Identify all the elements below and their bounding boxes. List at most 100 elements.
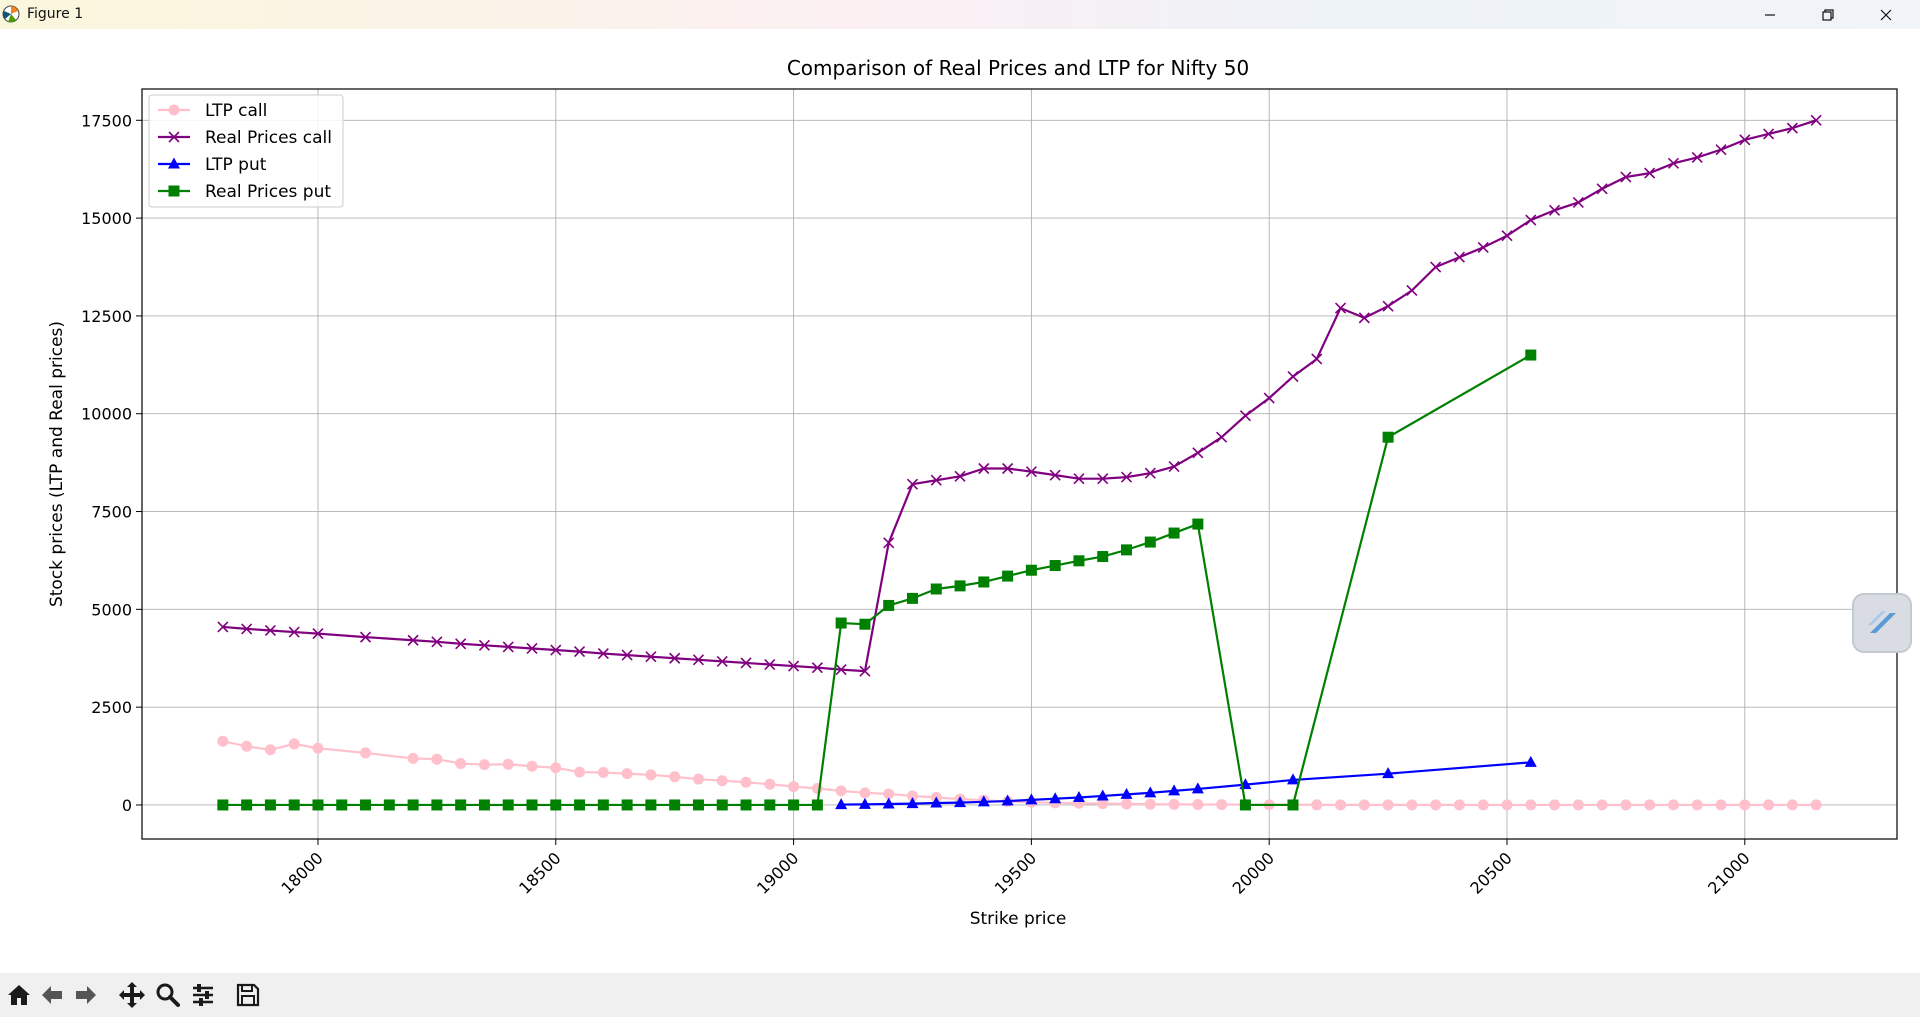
data-point-real-prices-call bbox=[1073, 473, 1085, 485]
window-title: Figure 1 bbox=[27, 6, 84, 22]
x-axis-label: Strike price bbox=[970, 909, 1067, 929]
data-point-real-prices-call bbox=[811, 662, 823, 674]
legend-marker-real-prices-put bbox=[168, 185, 180, 197]
data-point-real-prices-put bbox=[788, 799, 800, 811]
data-point-ltp-call bbox=[264, 744, 276, 756]
data-point-real-prices-call bbox=[1667, 157, 1680, 169]
legend-label-real-prices-put: Real Prices put bbox=[205, 182, 331, 202]
data-point-real-prices-call bbox=[217, 621, 229, 633]
data-point-real-prices-call bbox=[1572, 196, 1584, 209]
data-point-real-prices-call bbox=[1334, 302, 1347, 314]
restore-button[interactable] bbox=[1800, 0, 1856, 29]
line-chart: 18000 18500 19000 19500 20000 20500 21000 0 2500… bbox=[47, 56, 1898, 929]
data-point-real-prices-call bbox=[669, 652, 681, 664]
data-point-real-prices-call bbox=[1002, 462, 1014, 475]
data-point-real-prices-put bbox=[360, 799, 372, 811]
data-point-ltp-put bbox=[1382, 767, 1395, 779]
data-point-real-prices-put bbox=[859, 618, 871, 630]
data-point-real-prices-call bbox=[1644, 167, 1656, 179]
figure-canvas[interactable]: 18000 18500 19000 19500 20000 20500 21000 0 2500… bbox=[0, 29, 1920, 973]
grid-lines bbox=[142, 89, 1897, 839]
data-point-real-prices-call bbox=[1216, 431, 1228, 443]
data-point-ltp-call bbox=[740, 776, 752, 788]
data-point-real-prices-call bbox=[359, 631, 372, 643]
data-point-real-prices-call bbox=[1263, 392, 1275, 404]
data-point-ltp-call bbox=[1786, 799, 1798, 811]
data-point-ltp-call bbox=[478, 759, 490, 771]
data-point-ltp-call bbox=[1572, 799, 1584, 811]
close-icon bbox=[1880, 9, 1892, 20]
data-point-real-prices-call bbox=[621, 649, 633, 661]
data-point-ltp-call bbox=[859, 787, 871, 799]
data-point-real-prices-put bbox=[1525, 349, 1537, 361]
legend-marker-ltp-put bbox=[168, 157, 180, 169]
back-button[interactable] bbox=[36, 979, 68, 1011]
floating-assistant-button[interactable] bbox=[1852, 593, 1912, 653]
matplotlib-icon bbox=[2, 5, 20, 23]
data-point-real-prices-put bbox=[1192, 518, 1204, 530]
data-point-ltp-call bbox=[1311, 799, 1323, 811]
data-point-real-prices-call bbox=[1120, 471, 1133, 483]
pan-icon bbox=[119, 982, 145, 1008]
series-line-ltp-call bbox=[222, 740, 1817, 807]
forward-arrow-icon bbox=[76, 986, 96, 1004]
x-tick-label: 19500 bbox=[991, 848, 1040, 897]
data-point-ltp-put bbox=[1025, 793, 1038, 805]
data-point-ltp-call bbox=[1192, 798, 1204, 810]
data-point-real-prices-put bbox=[217, 799, 229, 811]
data-point-ltp-put bbox=[930, 796, 943, 808]
data-point-real-prices-call bbox=[1025, 466, 1037, 478]
data-point-ltp-call bbox=[574, 766, 586, 778]
data-point-ltp-call bbox=[431, 753, 443, 765]
data-point-real-prices-put bbox=[455, 799, 467, 811]
data-point-ltp-call bbox=[1739, 799, 1751, 811]
data-point-real-prices-call bbox=[526, 642, 538, 655]
data-point-real-prices-call bbox=[835, 664, 847, 676]
zoom-button[interactable] bbox=[152, 979, 184, 1011]
pan-button[interactable] bbox=[116, 979, 148, 1011]
save-button[interactable] bbox=[232, 979, 264, 1011]
data-point-real-prices-call bbox=[1430, 261, 1442, 273]
y-tick-label: 17500 bbox=[81, 111, 132, 130]
data-point-ltp-call bbox=[1501, 799, 1513, 811]
legend-label-real-prices-call: Real Prices call bbox=[205, 128, 332, 148]
data-point-ltp-call bbox=[716, 775, 728, 787]
series-line-ltp-put bbox=[841, 761, 1531, 806]
data-point-real-prices-call bbox=[431, 636, 443, 648]
y-tick-label: 10000 bbox=[81, 405, 132, 424]
data-point-ltp-call bbox=[906, 790, 918, 802]
data-point-ltp-put bbox=[1072, 791, 1085, 803]
close-button[interactable] bbox=[1858, 0, 1914, 29]
data-point-real-prices-call bbox=[1548, 204, 1561, 216]
data-point-real-prices-call bbox=[1763, 128, 1775, 140]
data-point-real-prices-call bbox=[1739, 134, 1751, 146]
data-point-ltp-call bbox=[1715, 799, 1727, 811]
configure-subplots-icon bbox=[193, 984, 213, 1006]
minimize-button[interactable] bbox=[1742, 0, 1798, 29]
data-point-real-prices-call bbox=[1453, 251, 1466, 263]
data-point-ltp-call bbox=[1596, 799, 1608, 811]
data-point-real-prices-call bbox=[1620, 171, 1632, 183]
data-point-ltp-put bbox=[977, 795, 990, 807]
data-point-real-prices-put bbox=[1073, 555, 1085, 567]
data-point-real-prices-put bbox=[692, 799, 704, 811]
data-point-real-prices-call bbox=[1382, 300, 1394, 312]
data-point-real-prices-put bbox=[1002, 570, 1014, 582]
home-button[interactable] bbox=[3, 979, 35, 1011]
restore-icon bbox=[1822, 8, 1834, 21]
data-point-ltp-call bbox=[1667, 799, 1679, 811]
data-point-real-prices-call bbox=[788, 660, 800, 672]
series-real-prices-call bbox=[217, 114, 1822, 677]
data-point-ltp-call bbox=[1763, 799, 1775, 811]
window-title-bar: Figure 1 bbox=[0, 0, 1920, 29]
data-point-real-prices-call bbox=[1715, 144, 1727, 156]
data-point-real-prices-put bbox=[407, 799, 419, 811]
data-point-real-prices-call bbox=[883, 537, 895, 549]
data-point-real-prices-put bbox=[597, 799, 609, 811]
data-point-real-prices-put bbox=[1382, 431, 1394, 443]
legend-box bbox=[148, 94, 344, 208]
configure-subplots-button[interactable] bbox=[187, 979, 219, 1011]
data-point-ltp-put bbox=[1168, 784, 1181, 796]
forward-button[interactable] bbox=[70, 979, 102, 1011]
data-point-real-prices-call bbox=[264, 624, 276, 637]
